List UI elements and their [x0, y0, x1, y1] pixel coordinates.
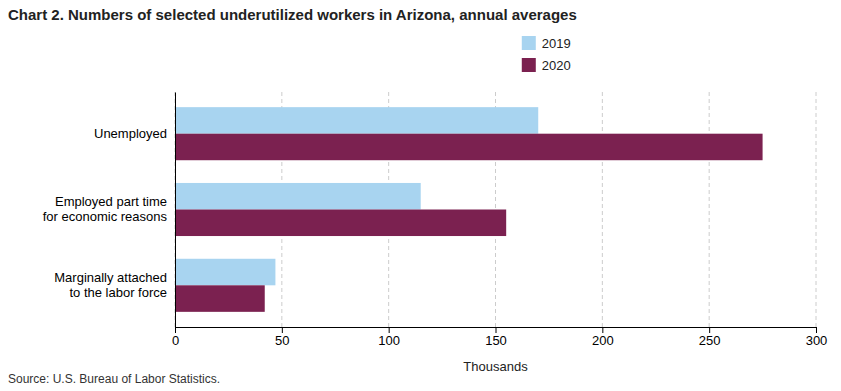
tick: 150 — [485, 327, 507, 348]
tick-mark — [709, 327, 710, 333]
plot: 0 50 100 150 200 250 300 Marginally attachedto … — [43, 92, 828, 348]
tick: 200 — [592, 327, 614, 348]
tick-mark — [496, 327, 497, 333]
y-axis: Marginally attachedto the labor force Emp… — [43, 93, 176, 328]
legend-label: 2019 — [542, 36, 571, 51]
legend-label: 2020 — [542, 58, 571, 73]
tick-mark — [816, 327, 817, 333]
tick-mark — [175, 327, 176, 333]
series — [175, 134, 763, 312]
tick-label: 150 — [485, 333, 507, 348]
tick-label: Employed part timefor economic reasons — [43, 194, 168, 225]
tick-mark — [389, 327, 390, 333]
tick: 300 — [806, 327, 828, 348]
chart: Chart 2. Numbers of selected underutiliz… — [0, 0, 841, 391]
axis-line — [175, 93, 176, 328]
tick: Marginally attachedto the labor force — [54, 270, 175, 301]
tick-label-line: Employed part time — [55, 194, 167, 209]
bar — [175, 285, 265, 312]
x-axis-label: Thousands — [463, 359, 528, 374]
tick: 250 — [699, 327, 721, 348]
bar — [175, 210, 506, 237]
tick-label-line: for economic reasons — [43, 209, 168, 224]
tick-label: 200 — [592, 333, 614, 348]
bars — [175, 107, 763, 312]
tick-label-line: to the labor force — [69, 285, 167, 300]
grid-line — [175, 92, 176, 327]
title: Chart 2. Numbers of selected underutiliz… — [8, 6, 577, 23]
tick: 0 — [172, 327, 179, 348]
tick: 100 — [378, 327, 400, 348]
tick-label: 100 — [378, 333, 400, 348]
tick-label: Unemployed — [94, 126, 167, 141]
bar — [175, 183, 421, 210]
tick: 50 — [275, 327, 289, 348]
tick-label-line: Unemployed — [94, 126, 167, 141]
tick-label: Marginally attachedto the labor force — [54, 270, 167, 301]
tick-label: 0 — [172, 333, 179, 348]
tick-label-line: Marginally attached — [54, 270, 167, 285]
grid-line — [816, 92, 817, 327]
bar — [175, 134, 763, 161]
legend-item: 2020 — [522, 58, 571, 73]
tick: Unemployed — [94, 126, 175, 141]
annotation: Source: U.S. Bureau of Labor Statistics. — [8, 372, 220, 386]
bar — [175, 107, 538, 134]
grid-line — [709, 92, 710, 327]
legend: 2019 2020 — [522, 36, 571, 73]
axis-line — [176, 328, 817, 334]
tick: Employed part timefor economic reasons — [43, 194, 175, 225]
legend-swatch — [522, 36, 536, 50]
x-axis: 0 50 100 150 200 250 300 — [172, 327, 827, 348]
legend-swatch — [522, 58, 536, 72]
tick-label: 300 — [806, 333, 828, 348]
grid-line — [602, 92, 603, 327]
legend-item: 2019 — [522, 36, 571, 51]
tick-mark — [282, 327, 283, 333]
tick-mark — [602, 327, 603, 333]
tick-label: 50 — [275, 333, 289, 348]
grid — [175, 92, 816, 327]
bar — [175, 259, 275, 286]
tick-label: 250 — [699, 333, 721, 348]
